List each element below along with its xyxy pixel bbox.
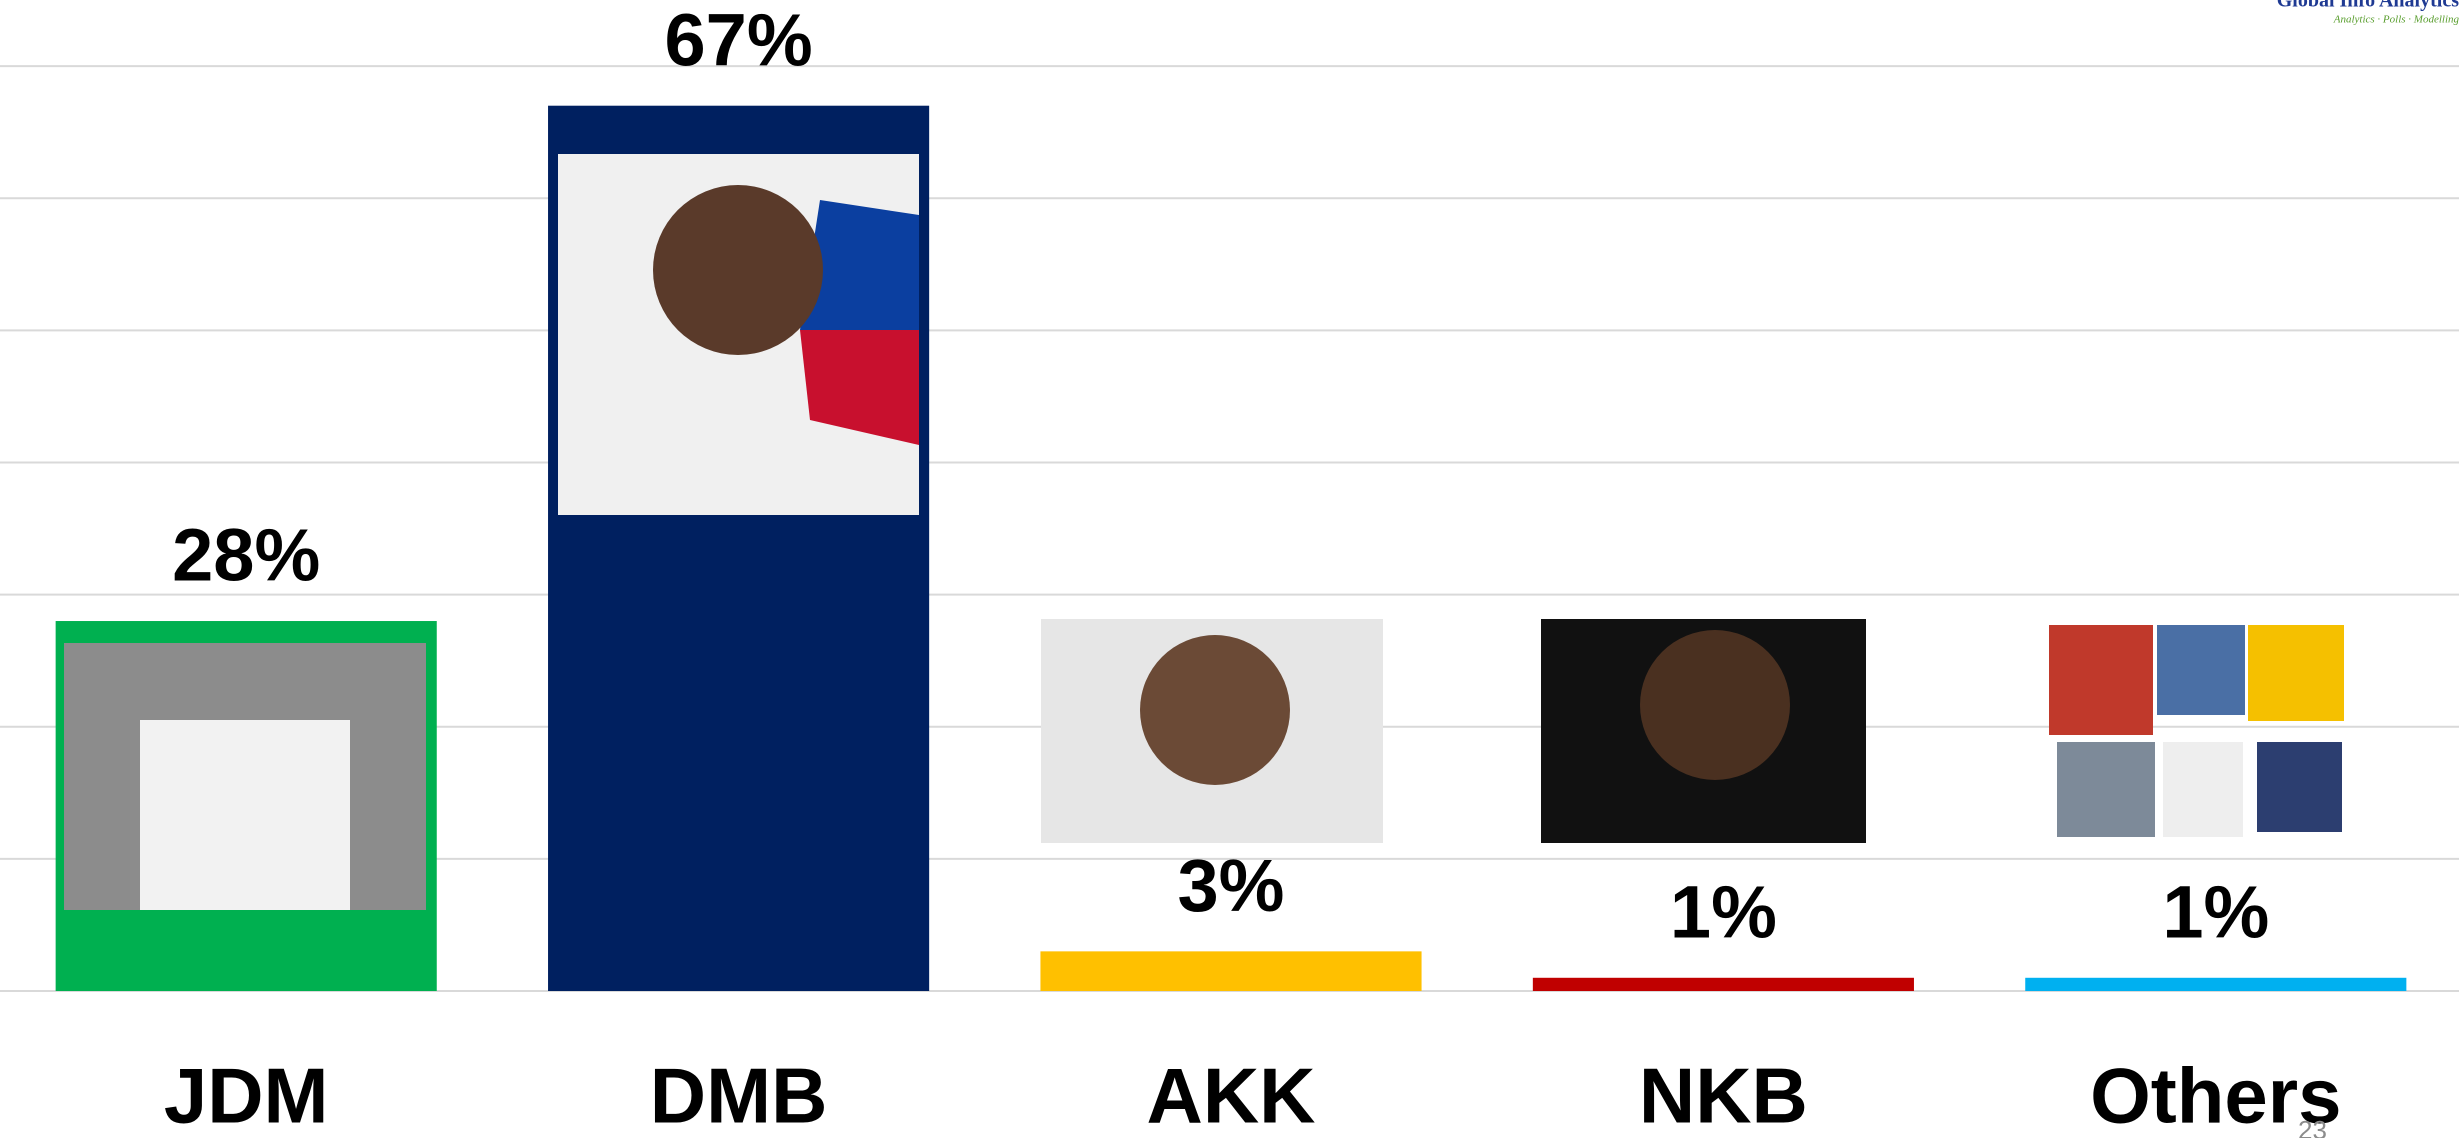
photo-tile xyxy=(2163,742,2243,837)
logo-tagline: Analytics · Polls · Modelling xyxy=(2333,14,2459,26)
photo-flag-blue xyxy=(800,200,919,330)
photo-face xyxy=(1140,635,1290,785)
photo-flag-red xyxy=(800,330,919,445)
value-label: 67% xyxy=(665,0,813,81)
photo-face xyxy=(653,185,823,355)
photo-figure xyxy=(140,720,350,910)
x-tick-label: DMB xyxy=(650,1052,828,1138)
photo-tile xyxy=(2157,625,2245,715)
logo-name: Global Info Analytics xyxy=(2277,0,2459,12)
page-number: 23 xyxy=(2298,1115,2327,1138)
photo-tile xyxy=(2248,625,2344,721)
photo-others xyxy=(2049,625,2344,837)
photos xyxy=(64,154,2344,910)
value-label: 1% xyxy=(2162,870,2269,953)
labels: JDM 28% DMB 67% AKK 3% NKB 1% Others 1% xyxy=(164,0,2342,1138)
value-label: 1% xyxy=(1670,870,1777,953)
x-tick-label: AKK xyxy=(1147,1052,1316,1138)
value-label: 3% xyxy=(1178,844,1285,927)
bar xyxy=(1040,951,1422,991)
bar xyxy=(1532,977,1914,991)
bar xyxy=(2025,977,2407,991)
photo-tile xyxy=(2049,625,2153,735)
x-tick-label: NKB xyxy=(1639,1052,1808,1138)
x-tick-label: JDM xyxy=(164,1052,329,1138)
x-tick-label: Others xyxy=(2090,1052,2341,1138)
photo-face xyxy=(1640,630,1790,780)
photo-tile xyxy=(2057,742,2155,837)
value-label: 28% xyxy=(172,514,320,597)
photo-tile xyxy=(2257,742,2342,832)
